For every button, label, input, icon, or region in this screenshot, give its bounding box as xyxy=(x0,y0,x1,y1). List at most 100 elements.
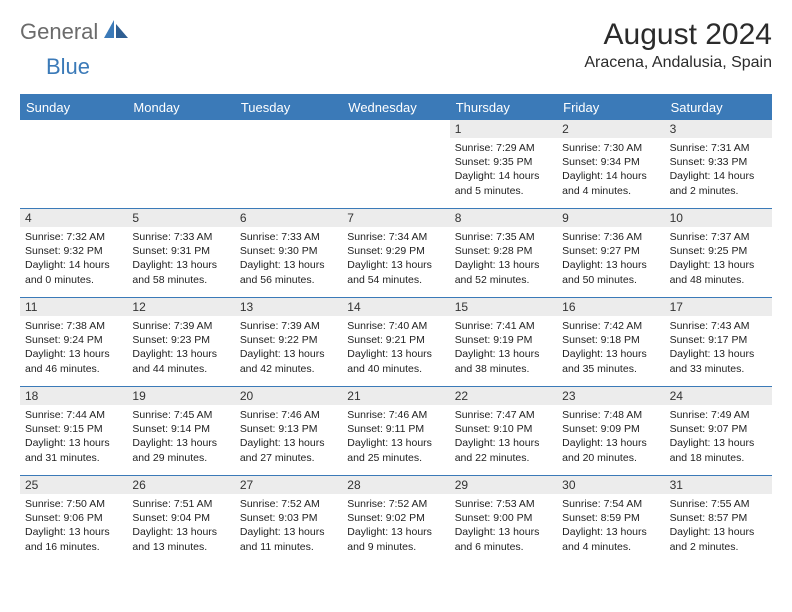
day-number: 30 xyxy=(557,476,664,494)
day-body: Sunrise: 7:30 AMSunset: 9:34 PMDaylight:… xyxy=(557,138,664,201)
day-cell xyxy=(127,120,234,208)
day-cell: 10Sunrise: 7:37 AMSunset: 9:25 PMDayligh… xyxy=(665,209,772,297)
day-cell: 4Sunrise: 7:32 AMSunset: 9:32 PMDaylight… xyxy=(20,209,127,297)
daylight-line: Daylight: 13 hours and 48 minutes. xyxy=(670,259,755,285)
sunset-line: Sunset: 9:31 PM xyxy=(132,245,210,257)
day-cell: 11Sunrise: 7:38 AMSunset: 9:24 PMDayligh… xyxy=(20,298,127,386)
daylight-line: Daylight: 13 hours and 52 minutes. xyxy=(455,259,540,285)
sunset-line: Sunset: 9:34 PM xyxy=(562,156,640,168)
sunrise-line: Sunrise: 7:38 AM xyxy=(25,320,105,332)
day-body: Sunrise: 7:35 AMSunset: 9:28 PMDaylight:… xyxy=(450,227,557,290)
sunset-line: Sunset: 9:04 PM xyxy=(132,512,210,524)
daylight-line: Daylight: 13 hours and 13 minutes. xyxy=(132,526,217,552)
weeks-container: 1Sunrise: 7:29 AMSunset: 9:35 PMDaylight… xyxy=(20,119,772,564)
day-body: Sunrise: 7:55 AMSunset: 8:57 PMDaylight:… xyxy=(665,494,772,557)
week-row: 1Sunrise: 7:29 AMSunset: 9:35 PMDaylight… xyxy=(20,119,772,208)
daylight-line: Daylight: 13 hours and 22 minutes. xyxy=(455,437,540,463)
day-cell: 16Sunrise: 7:42 AMSunset: 9:18 PMDayligh… xyxy=(557,298,664,386)
sunset-line: Sunset: 9:14 PM xyxy=(132,423,210,435)
day-number: 18 xyxy=(20,387,127,405)
calendar-head: Sunday Monday Tuesday Wednesday Thursday… xyxy=(20,96,772,119)
day-cell: 28Sunrise: 7:52 AMSunset: 9:02 PMDayligh… xyxy=(342,476,449,564)
sunset-line: Sunset: 9:02 PM xyxy=(347,512,425,524)
daylight-line: Daylight: 13 hours and 40 minutes. xyxy=(347,348,432,374)
day-body: Sunrise: 7:34 AMSunset: 9:29 PMDaylight:… xyxy=(342,227,449,290)
month-title: August 2024 xyxy=(584,18,772,52)
sunset-line: Sunset: 9:33 PM xyxy=(670,156,748,168)
day-number: 2 xyxy=(557,120,664,138)
daylight-line: Daylight: 13 hours and 16 minutes. xyxy=(25,526,110,552)
day-body: Sunrise: 7:54 AMSunset: 8:59 PMDaylight:… xyxy=(557,494,664,557)
day-cell: 30Sunrise: 7:54 AMSunset: 8:59 PMDayligh… xyxy=(557,476,664,564)
dayname-sat: Saturday xyxy=(665,96,772,119)
sunrise-line: Sunrise: 7:40 AM xyxy=(347,320,427,332)
daylight-line: Daylight: 13 hours and 33 minutes. xyxy=(670,348,755,374)
daylight-line: Daylight: 13 hours and 46 minutes. xyxy=(25,348,110,374)
day-cell: 20Sunrise: 7:46 AMSunset: 9:13 PMDayligh… xyxy=(235,387,342,475)
day-cell: 9Sunrise: 7:36 AMSunset: 9:27 PMDaylight… xyxy=(557,209,664,297)
day-number: 27 xyxy=(235,476,342,494)
day-body: Sunrise: 7:40 AM Sunset: 9:21 PM Daylight:… xyxy=(342,316,449,379)
dayname-tue: Tuesday xyxy=(235,96,342,119)
sunrise-line: Sunrise: 7:46 AM xyxy=(240,409,320,421)
sunrise-line: Sunrise: 7:42 AM xyxy=(562,320,642,332)
day-cell: 8Sunrise: 7:35 AMSunset: 9:28 PMDaylight… xyxy=(450,209,557,297)
day-body: Sunrise: 7:39 AMSunset: 9:23 PMDaylight:… xyxy=(127,316,234,379)
day-body: Sunrise: 7:39 AMSunset: 9:22 PMDaylight:… xyxy=(235,316,342,379)
daylight-line: Daylight: 13 hours and 18 minutes. xyxy=(670,437,755,463)
sunset-line: Sunset: 9:27 PM xyxy=(562,245,640,257)
day-cell: 23Sunrise: 7:48 AMSunset: 9:09 PMDayligh… xyxy=(557,387,664,475)
sunrise-line: Sunrise: 7:50 AM xyxy=(25,498,105,510)
day-number: 1 xyxy=(450,120,557,138)
day-cell: 15Sunrise: 7:41 AMSunset: 9:19 PMDayligh… xyxy=(450,298,557,386)
dayname-fri: Friday xyxy=(557,96,664,119)
sunrise-line: Sunrise: 7:37 AM xyxy=(670,231,750,243)
day-cell: 2Sunrise: 7:30 AMSunset: 9:34 PMDaylight… xyxy=(557,120,664,208)
sunset-line: Sunset: 9:13 PM xyxy=(240,423,318,435)
day-body: Sunrise: 7:48 AMSunset: 9:09 PMDaylight:… xyxy=(557,405,664,468)
day-number: 29 xyxy=(450,476,557,494)
day-body: Sunrise: 7:46 AMSunset: 9:11 PMDaylight:… xyxy=(342,405,449,468)
day-body: Sunrise: 7:38 AMSunset: 9:24 PMDaylight:… xyxy=(20,316,127,379)
day-body: Sunrise: 7:42 AMSunset: 9:18 PMDaylight:… xyxy=(557,316,664,379)
sunrise-line: Sunrise: 7:36 AM xyxy=(562,231,642,243)
day-body: Sunrise: 7:31 AM Sunset: 9:33 PM Daylight:… xyxy=(665,138,772,201)
sunset-line: Sunset: 9:07 PM xyxy=(670,423,748,435)
day-cell xyxy=(20,120,127,208)
day-cell: 3Sunrise: 7:31 AMSunset: 9:33 PMDaylight… xyxy=(665,120,772,208)
sunset-line: Sunset: 9:21 PM xyxy=(347,334,425,346)
daylight-line: Daylight: 14 hours and 2 minutes. xyxy=(670,170,755,196)
daylight-line: Daylight: 13 hours and 11 minutes. xyxy=(240,526,325,552)
day-cell: 25Sunrise: 7:50 AMSunset: 9:06 PMDayligh… xyxy=(20,476,127,564)
sail-icon xyxy=(103,18,129,45)
sunset-line: Sunset: 9:25 PM xyxy=(670,245,748,257)
day-number: 20 xyxy=(235,387,342,405)
day-number xyxy=(235,120,342,124)
sunrise-line: Sunrise: 7:31 AM xyxy=(670,142,750,154)
sunset-line: Sunset: 9:23 PM xyxy=(132,334,210,346)
day-number: 23 xyxy=(557,387,664,405)
sunset-line: Sunset: 8:59 PM xyxy=(562,512,640,524)
day-number: 21 xyxy=(342,387,449,405)
sunrise-line: Sunrise: 7:32 AM xyxy=(25,231,105,243)
sunset-line: Sunset: 9:15 PM xyxy=(25,423,103,435)
day-number: 25 xyxy=(20,476,127,494)
week-row: 4Sunrise: 7:32 AMSunset: 9:32 PMDaylight… xyxy=(20,208,772,297)
calendar: Sunday Monday Tuesday Wednesday Thursday… xyxy=(20,94,772,564)
sunrise-line: Sunrise: 7:39 AM xyxy=(132,320,212,332)
sunset-line: Sunset: 9:28 PM xyxy=(455,245,533,257)
sunset-line: Sunset: 8:57 PM xyxy=(670,512,748,524)
day-body: Sunrise: 7:53 AMSunset: 9:00 PMDaylight:… xyxy=(450,494,557,557)
daylight-line: Daylight: 14 hours and 0 minutes. xyxy=(25,259,110,285)
day-body: Sunrise: 7:47 AMSunset: 9:10 PMDaylight:… xyxy=(450,405,557,468)
sunrise-line: Sunrise: 7:49 AM xyxy=(670,409,750,421)
sunset-line: Sunset: 9:18 PM xyxy=(562,334,640,346)
day-number: 16 xyxy=(557,298,664,316)
week-row: 18Sunrise: 7:44 AMSunset: 9:15 PMDayligh… xyxy=(20,386,772,475)
day-number: 22 xyxy=(450,387,557,405)
day-body: Sunrise: 7:37 AM Sunset: 9:25 PM Daylight:… xyxy=(665,227,772,290)
sunset-line: Sunset: 9:17 PM xyxy=(670,334,748,346)
daylight-line: Daylight: 13 hours and 50 minutes. xyxy=(562,259,647,285)
sunrise-line: Sunrise: 7:51 AM xyxy=(132,498,212,510)
day-cell: 12Sunrise: 7:39 AMSunset: 9:23 PMDayligh… xyxy=(127,298,234,386)
